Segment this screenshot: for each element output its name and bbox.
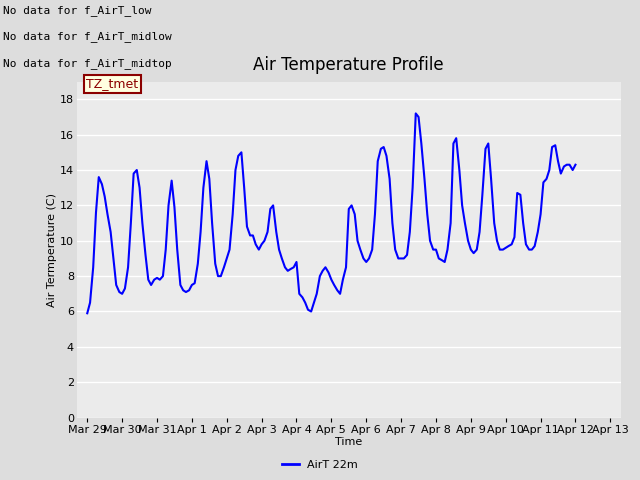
Text: No data for f_AirT_midlow: No data for f_AirT_midlow xyxy=(3,31,172,42)
Text: TZ_tmet: TZ_tmet xyxy=(86,77,138,90)
X-axis label: Time: Time xyxy=(335,437,362,447)
Legend: AirT 22m: AirT 22m xyxy=(277,456,363,474)
Text: No data for f_AirT_low: No data for f_AirT_low xyxy=(3,5,152,16)
Y-axis label: Air Termperature (C): Air Termperature (C) xyxy=(47,192,57,307)
Text: No data for f_AirT_midtop: No data for f_AirT_midtop xyxy=(3,58,172,69)
Title: Air Temperature Profile: Air Temperature Profile xyxy=(253,57,444,74)
